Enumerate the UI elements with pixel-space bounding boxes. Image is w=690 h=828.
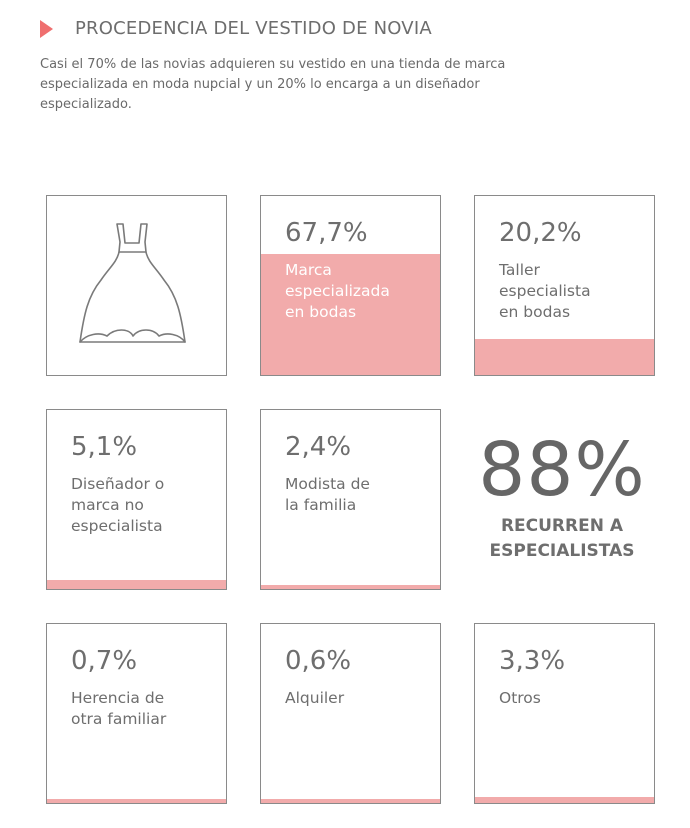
fill-bar — [261, 254, 440, 375]
tile-disenador-no-especialista: 5,1% Diseñador o marca no especialista — [46, 409, 227, 590]
label-line: Otros — [499, 689, 541, 707]
tile-otros: 3,3% Otros — [474, 623, 655, 804]
label-line: en bodas — [499, 303, 571, 321]
label-line: Herencia de — [71, 689, 165, 707]
label-line: en bodas — [285, 303, 357, 321]
page-title: PROCEDENCIA DEL VESTIDO DE NOVIA — [75, 18, 432, 39]
fill-bar — [47, 799, 226, 803]
page-subtitle: Casi el 70% de las novias adquieren su v… — [40, 57, 506, 112]
fill-bar — [261, 799, 440, 803]
percentage-value: 20,2% — [499, 218, 582, 248]
header: PROCEDENCIA DEL VESTIDO DE NOVIA Casi el… — [40, 18, 660, 115]
highlight-block: 88% RECURREN A ESPECIALISTAS — [462, 428, 662, 564]
category-label: Diseñador o marca no especialista — [71, 474, 211, 537]
play-triangle-icon — [40, 19, 53, 38]
label-line: especialista — [71, 517, 163, 535]
caption-line: ESPECIALISTAS — [489, 541, 635, 561]
percentage-value: 5,1% — [71, 432, 138, 462]
label-line: especialista — [499, 282, 591, 300]
category-label: Herencia de otra familiar — [71, 688, 211, 730]
title-row: PROCEDENCIA DEL VESTIDO DE NOVIA — [40, 18, 660, 39]
category-label: Modista de la familia — [285, 474, 425, 516]
percentage-value: 3,3% — [499, 646, 566, 676]
tile-herencia-familiar: 0,7% Herencia de otra familiar — [46, 623, 227, 804]
percentage-value: 0,6% — [285, 646, 352, 676]
label-line: especializada — [285, 282, 390, 300]
label-line: Diseñador o — [71, 475, 165, 493]
percentage-value: 67,7% — [285, 218, 368, 248]
tile-marca-especializada: 67,7% Marca especializada en bodas — [260, 195, 441, 376]
dress-tile — [46, 195, 227, 376]
label-line: otra familiar — [71, 710, 167, 728]
wedding-dress-icon — [79, 223, 186, 343]
percentage-value: 2,4% — [285, 432, 352, 462]
label-line: Modista de — [285, 475, 370, 493]
highlight-caption: RECURREN A ESPECIALISTAS — [462, 514, 662, 564]
label-line: la familia — [285, 496, 357, 514]
category-label: Alquiler — [285, 688, 425, 709]
fill-bar — [475, 339, 654, 375]
category-label: Taller especialista en bodas — [499, 260, 639, 323]
fill-bar — [475, 797, 654, 803]
tile-taller-especialista: 20,2% Taller especialista en bodas — [474, 195, 655, 376]
category-label: Marca especializada en bodas — [285, 260, 425, 323]
fill-bar — [47, 580, 226, 589]
tile-modista-familia: 2,4% Modista de la familia — [260, 409, 441, 590]
label-line: Marca — [285, 261, 332, 279]
label-line: Taller — [499, 261, 540, 279]
highlight-value: 88% — [478, 427, 646, 513]
fill-bar — [261, 585, 440, 589]
category-label: Otros — [499, 688, 639, 709]
label-line: Alquiler — [285, 689, 345, 707]
label-line: marca no — [71, 496, 144, 514]
tile-alquiler: 0,6% Alquiler — [260, 623, 441, 804]
caption-line: RECURREN A — [500, 516, 624, 536]
percentage-value: 0,7% — [71, 646, 138, 676]
